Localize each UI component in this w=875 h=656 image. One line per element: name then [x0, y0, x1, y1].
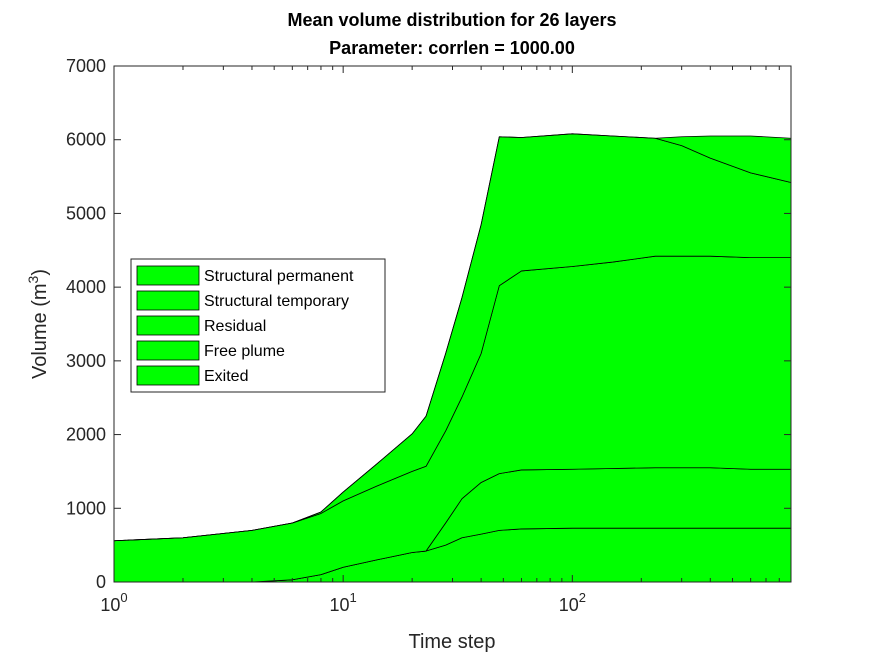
- chart-title: Mean volume distribution for 26 layers P…: [287, 10, 616, 58]
- y-tick-label: 4000: [66, 277, 106, 297]
- x-tick-label-base: 10: [559, 595, 579, 615]
- y-tick-label: 1000: [66, 498, 106, 518]
- legend: Structural permanent Structural temporary…: [130, 258, 386, 393]
- x-tick-label: 100: [100, 590, 127, 615]
- y-axis-label-end: ): [29, 269, 51, 276]
- x-tick-label-exponent: 0: [120, 590, 127, 605]
- legend-swatch-structural-permanent: [136, 265, 200, 286]
- legend-label-free-plume: Free plume: [204, 343, 285, 360]
- legend-swatch-structural-temporary: [136, 290, 200, 311]
- chart-title-line-1: Mean volume distribution for 26 layers: [287, 10, 616, 30]
- x-tick-label-base: 10: [330, 595, 350, 615]
- legend-label-structural-temporary: Structural temporary: [204, 293, 349, 310]
- y-tick-label: 6000: [66, 130, 106, 150]
- y-axis-label-exponent: 3: [25, 275, 41, 283]
- y-tick-label: 3000: [66, 351, 106, 371]
- x-tick-label: 102: [559, 590, 586, 615]
- x-tick-label: 101: [330, 590, 357, 615]
- y-axis-label-base: Volume (m: [29, 283, 51, 379]
- y-tick-label: 2000: [66, 425, 106, 445]
- x-tick-label-base: 10: [100, 595, 120, 615]
- legend-label-structural-permanent: Structural permanent: [204, 268, 354, 285]
- y-axis-label: Volume (m3): [25, 269, 51, 379]
- x-axis-label: Time step: [408, 631, 495, 653]
- legend-label-exited: Exited: [204, 368, 248, 385]
- y-tick-label: 5000: [66, 203, 106, 223]
- legend-swatch-exited: [136, 365, 200, 386]
- legend-label-residual: Residual: [204, 318, 266, 335]
- x-tick-label-exponent: 1: [350, 590, 357, 605]
- legend-swatch-free-plume: [136, 340, 200, 361]
- y-tick-label: 0: [96, 572, 106, 592]
- chart-title-line-2: Parameter: corrlen = 1000.00: [329, 38, 575, 58]
- x-axis-ticks: 100 101 102: [100, 66, 792, 615]
- x-tick-label-exponent: 2: [579, 590, 586, 605]
- y-tick-label: 7000: [66, 56, 106, 76]
- y-axis-ticks: 0 1000 2000 3000 4000 5000 6000 7000: [66, 56, 791, 592]
- legend-swatch-residual: [136, 315, 200, 336]
